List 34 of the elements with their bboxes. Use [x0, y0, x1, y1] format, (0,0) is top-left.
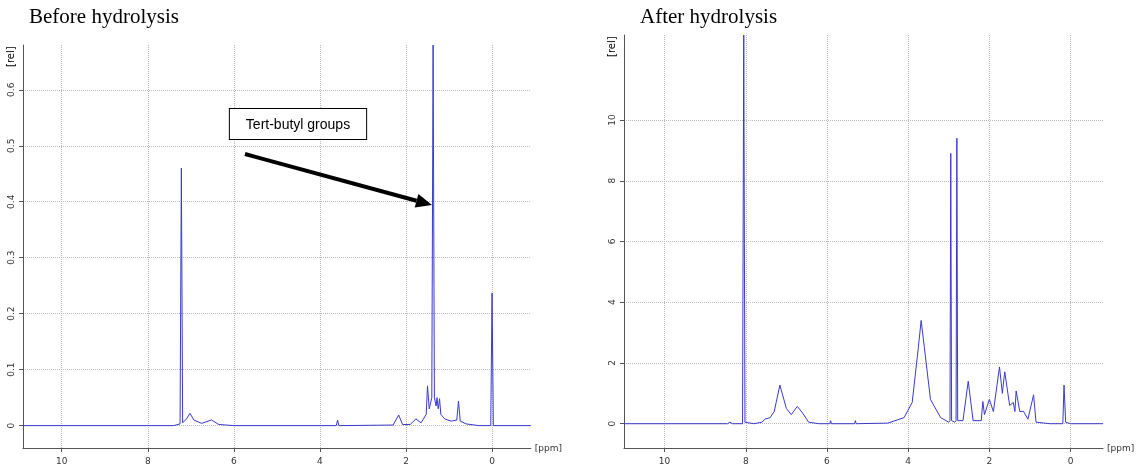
- y-axis-title: [rel]: [4, 46, 16, 67]
- y-tick-label: 0.4: [5, 194, 16, 209]
- x-tick-label: 2: [986, 455, 993, 466]
- y-tick-label: 2: [606, 360, 617, 366]
- x-tick-label: 2: [403, 455, 409, 466]
- x-tick-label: 8: [742, 455, 749, 466]
- y-axis-title: [rel]: [605, 36, 617, 57]
- y-tick-label: 8: [606, 177, 617, 184]
- line-series: [22, 44, 532, 427]
- chart-title: Before hydrolysis: [29, 3, 179, 28]
- y-tick-label: 0.2: [5, 306, 16, 321]
- x-tick-label: 4: [905, 455, 912, 466]
- x-tick-label: 6: [824, 455, 831, 466]
- x-tick-label: 6: [230, 455, 237, 466]
- x-tick-label: 8: [144, 455, 151, 466]
- line-series: [623, 34, 1104, 425]
- y-tick-label: 10: [606, 114, 617, 126]
- y-tick-label: 0.6: [5, 82, 16, 97]
- x-tick-label: 0: [489, 455, 496, 466]
- y-tick-label: 0.3: [5, 250, 16, 265]
- x-axis-title: [ppm]: [1107, 443, 1135, 453]
- y-tick-label: 0.1: [5, 362, 16, 377]
- x-tick-label: 10: [658, 455, 671, 466]
- x-tick-label: 4: [317, 455, 324, 466]
- y-tick-label: 6: [606, 238, 617, 245]
- x-tick-label: 0: [1067, 455, 1074, 466]
- y-tick-label: 0.5: [5, 138, 16, 153]
- x-tick-label: 10: [56, 455, 68, 466]
- y-tick-label: 0: [606, 420, 617, 427]
- x-axis-title: [ppm]: [534, 443, 562, 453]
- chart-title: After hydrolysis: [640, 3, 778, 28]
- y-tick-label: 0: [5, 422, 16, 429]
- annotation: Tert-butyl groups: [245, 116, 351, 132]
- y-tick-label: 4: [606, 299, 617, 306]
